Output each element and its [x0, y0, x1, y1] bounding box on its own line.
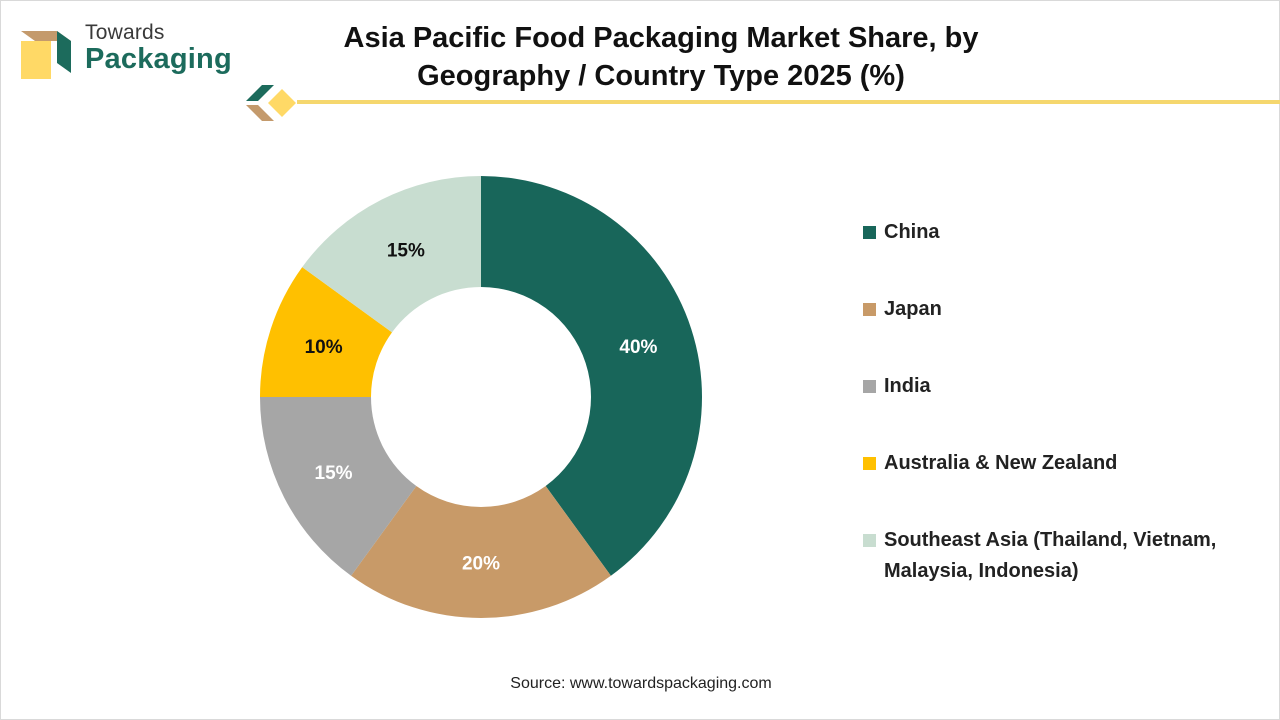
slice-value-label-2: 20% [462, 554, 500, 575]
title-underline [297, 100, 1280, 104]
chart-title: Asia Pacific Food Packaging Market Share… [343, 22, 979, 92]
donut-slice-1 [481, 176, 703, 576]
slice-value-label-3: 15% [315, 463, 353, 484]
legend-swatch [863, 457, 876, 470]
slice-value-label-5: 15% [387, 241, 425, 262]
slice-value-label-4: 10% [305, 337, 343, 358]
source-note: Source: www.towardspackaging.com [510, 675, 772, 692]
legend-swatch [863, 534, 876, 547]
legend-swatch [863, 226, 876, 239]
legend-swatch [863, 303, 876, 316]
donut-slice-2 [351, 485, 611, 618]
donut-slice-5 [302, 176, 481, 333]
legend-label: Southeast Asia (Thailand, Vietnam, Malay… [884, 529, 1217, 582]
legend-label: India [884, 375, 931, 397]
brand-name-line-2: Packaging [85, 43, 232, 75]
brand-logo: Towards Packaging [17, 19, 247, 83]
box-logo-icon [21, 31, 71, 79]
donut-chart: 40% 20% 15% 10% 15% [260, 176, 703, 618]
legend-label: Japan [884, 298, 942, 320]
diamond-ornament-icon [246, 85, 296, 121]
legend-swatch [863, 380, 876, 393]
brand-name-line-1: Towards [85, 21, 165, 44]
legend-label: China [884, 221, 940, 243]
legend-label: Australia & New Zealand [884, 452, 1118, 474]
donut-slice-4 [260, 267, 393, 397]
donut-slice-3 [260, 397, 417, 576]
slice-value-label-1: 40% [619, 337, 657, 358]
